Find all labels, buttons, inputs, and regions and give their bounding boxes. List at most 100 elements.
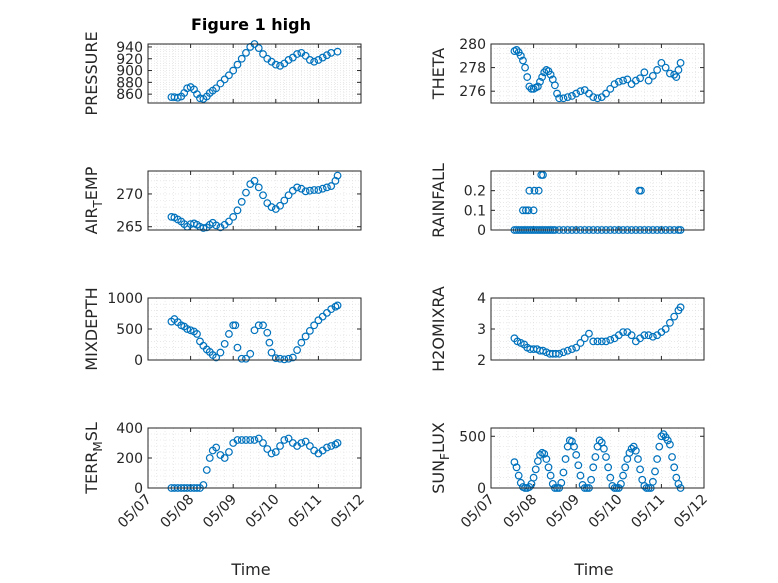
data-point: [587, 475, 596, 484]
data-point: [661, 325, 670, 333]
data-point: [676, 58, 685, 67]
x-axis-label-right: Time: [573, 560, 613, 579]
data-point: [561, 455, 570, 463]
data-point: [619, 328, 627, 337]
data-point: [276, 354, 284, 363]
y-tick-label: 940: [116, 40, 143, 56]
y-tick-label: 900: [116, 64, 143, 80]
data-point: [670, 312, 679, 321]
y-tick-label: 920: [116, 52, 143, 68]
y-tick-label: 500: [116, 322, 143, 338]
data-point: [593, 337, 602, 346]
data-point: [297, 439, 306, 447]
data-point: [591, 453, 600, 461]
y-tick-label: 0: [477, 481, 486, 497]
data-point: [284, 191, 293, 200]
subplot-air-temp: 265 270 AIRTEMP: [82, 166, 362, 236]
data-point: [653, 455, 662, 463]
y-tick-label: 4: [477, 291, 486, 307]
data-point: [563, 346, 572, 355]
data-point: [604, 463, 613, 472]
data-point: [538, 73, 547, 81]
plot-area: [491, 171, 704, 230]
axes-box: [147, 43, 362, 104]
data-point: [644, 331, 653, 340]
data-point: [318, 53, 327, 62]
data-point: [167, 212, 176, 221]
data-point: [512, 463, 521, 472]
data-point: [666, 440, 674, 449]
data-point: [310, 186, 319, 194]
data-point: [267, 348, 276, 357]
data-point: [254, 321, 263, 330]
data-point: [570, 442, 578, 451]
axes-box: [147, 427, 362, 489]
data-point: [636, 465, 644, 474]
data-point: [663, 436, 672, 445]
data-point: [271, 354, 280, 363]
data-point: [212, 84, 221, 93]
data-point: [666, 69, 674, 78]
data-point: [327, 442, 336, 450]
y-axis-label: RAINFALL: [429, 163, 448, 238]
data-point: [216, 79, 225, 88]
data-point: [644, 76, 653, 85]
data-point: [534, 186, 543, 195]
y-tick-label: 0: [477, 223, 486, 239]
data-point: [627, 444, 636, 453]
data-point: [263, 199, 272, 208]
data-point: [676, 303, 685, 312]
data-point: [606, 84, 615, 93]
axes-box: [490, 427, 705, 489]
data-point: [297, 338, 306, 347]
data-point: [237, 54, 246, 63]
data-point: [193, 330, 201, 338]
data-point: [514, 471, 523, 480]
data-point: [529, 206, 538, 215]
axes-box: [490, 170, 705, 231]
data-point: [314, 56, 323, 64]
y-axis-label: TERRMSL: [82, 422, 105, 495]
data-point: [323, 443, 331, 452]
plot-area: [491, 298, 704, 360]
data-point: [648, 332, 657, 341]
data-point: [220, 454, 229, 462]
data-point: [559, 468, 568, 477]
data-point: [555, 94, 564, 103]
data-point: [589, 93, 598, 101]
data-point: [265, 338, 274, 347]
data-point: [627, 331, 636, 340]
axes-box: [490, 297, 705, 361]
data-point: [284, 354, 293, 363]
data-point: [555, 349, 564, 358]
data-point: [666, 318, 674, 327]
data-point: [284, 56, 293, 64]
data-point: [521, 63, 529, 72]
data-point: [196, 94, 204, 103]
y-tick-label: 400: [116, 421, 143, 437]
data-point: [574, 461, 583, 470]
data-point: [572, 89, 581, 98]
data-point: [183, 325, 192, 333]
data-point: [225, 448, 233, 456]
y-tick-label: 2: [477, 353, 486, 369]
data-point: [542, 455, 551, 463]
data-point: [599, 444, 608, 453]
data-point: [250, 176, 259, 185]
y-tick-label: 0: [134, 481, 143, 497]
data-point: [259, 191, 267, 200]
data-point: [619, 76, 627, 85]
data-point: [529, 473, 538, 482]
data-point: [557, 478, 566, 487]
data-point: [602, 453, 610, 461]
data-point: [522, 206, 530, 215]
data-point: [544, 463, 553, 472]
data-point: [301, 187, 310, 196]
y-tick-label: 265: [116, 220, 143, 236]
subplot-h2omixra: 2 3 4 H2OMIXRA: [429, 286, 705, 372]
data-point: [593, 94, 602, 103]
data-point: [668, 453, 676, 461]
data-point: [648, 71, 657, 80]
data-point: [536, 77, 544, 86]
data-point: [585, 329, 593, 338]
